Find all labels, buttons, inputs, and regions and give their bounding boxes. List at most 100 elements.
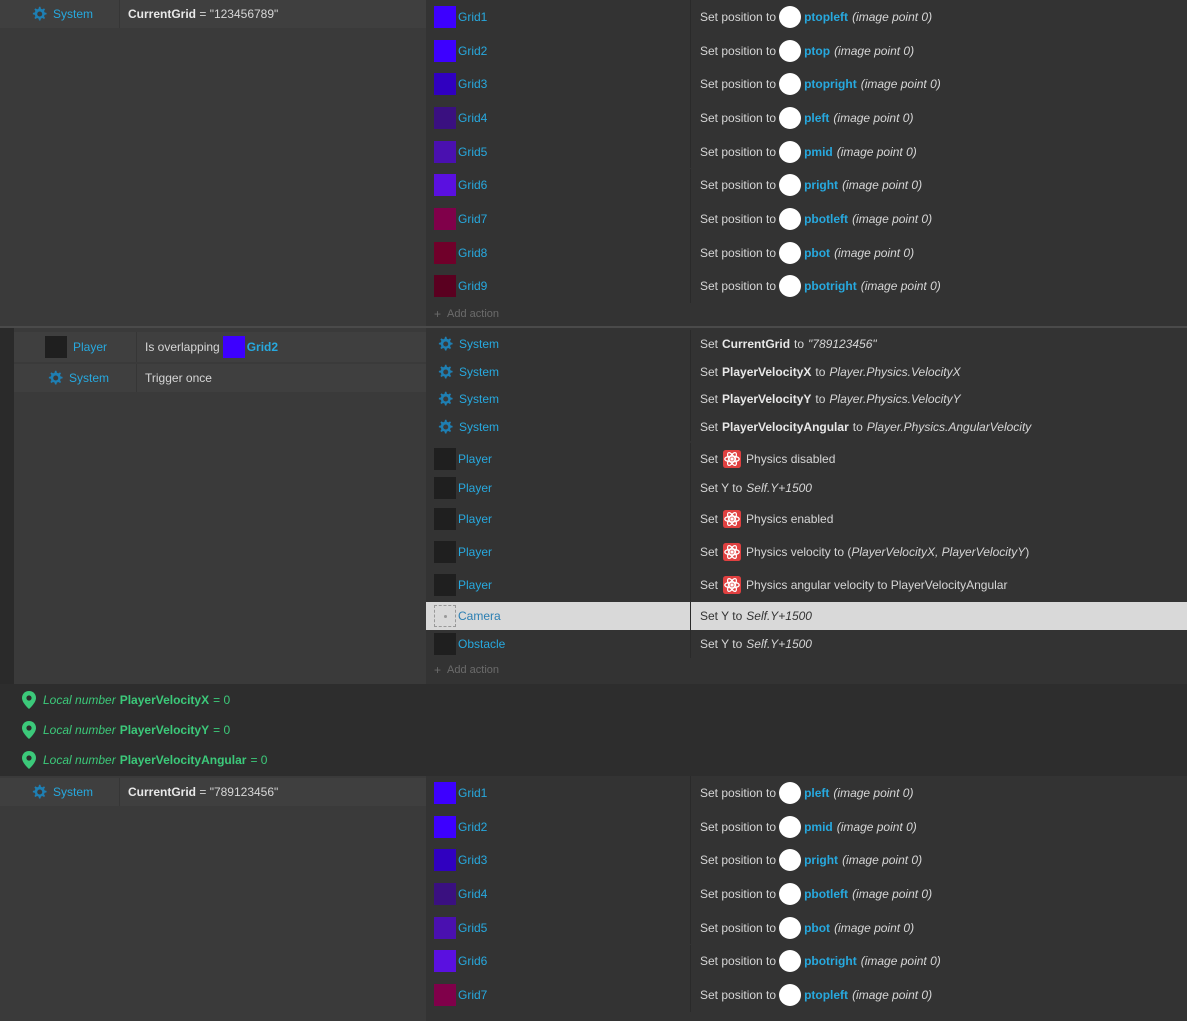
action-text: Set Physics angular velocity to PlayerVel… <box>700 578 1008 592</box>
grid-sprite-icon <box>434 140 456 163</box>
point-sprite-icon <box>779 916 802 939</box>
action-row[interactable]: Grid1 Set position to pleft (image point 0) <box>426 776 1187 810</box>
grid-sprite-icon <box>434 950 456 973</box>
action-text: Set Y to Self.Y+1500 <box>700 481 812 495</box>
point-sprite-icon <box>779 208 802 231</box>
conditions-area[interactable]: System CurrentGrid = "123456789" <box>0 0 426 328</box>
object-name: Camera <box>458 609 501 623</box>
action-row[interactable]: Grid6 Set position to pbotright (image poin… <box>426 944 1187 979</box>
condition-row[interactable]: System CurrentGrid = "123456789" <box>0 0 426 28</box>
object-name: Grid3 <box>458 77 488 92</box>
object-name: Player <box>458 578 493 592</box>
point-sprite-icon <box>779 781 802 804</box>
sprite-icon <box>434 508 456 530</box>
action-object: Player <box>434 569 492 601</box>
gear-icon <box>436 363 454 381</box>
event-block-1[interactable]: System CurrentGrid = "123456789" Grid1 Se… <box>0 0 1187 328</box>
action-object: Player <box>434 503 492 535</box>
action-row[interactable]: Grid3 Set position to ptopright (image poin… <box>426 67 1187 102</box>
action-text: Set position to pbotright (image point 0) <box>700 270 941 304</box>
sprite-icon <box>434 448 456 470</box>
grid-sprite-icon <box>434 916 456 939</box>
action-row[interactable]: Camera Set Y to Self.Y+1500 <box>426 602 1187 630</box>
action-row[interactable]: Grid2 Set position to ptop (image point 0) <box>426 33 1187 68</box>
action-object: Grid4 <box>434 877 487 911</box>
action-object: Grid7 <box>434 978 487 1012</box>
action-row[interactable]: System Set PlayerVelocityY to Player.Physics… <box>426 385 1187 413</box>
action-row[interactable]: Grid2 Set position to pmid (image point 0) <box>426 809 1187 844</box>
action-row[interactable]: Grid1 Set position to ptopleft (image point… <box>426 0 1187 34</box>
grid-sprite-icon <box>434 39 456 62</box>
action-text: Set Y to Self.Y+1500 <box>700 609 812 623</box>
action-row[interactable]: Player Set Y to Self.Y+1500 <box>426 473 1187 503</box>
action-row[interactable]: Grid5 Set position to pmid (image point 0) <box>426 134 1187 169</box>
action-object: System <box>436 358 499 385</box>
action-row[interactable]: Player Set Physics disabled <box>426 443 1187 475</box>
action-row[interactable]: System Set PlayerVelocityAngular to Player.P… <box>426 413 1187 441</box>
condition-row[interactable]: System CurrentGrid = "789123456" <box>0 778 426 806</box>
condition-row[interactable]: System Trigger once <box>14 364 426 392</box>
action-row[interactable]: Grid9 Set position to pbotright (image poin… <box>426 269 1187 304</box>
action-text: Set position to pright (image point 0) <box>700 843 922 877</box>
action-object: Grid5 <box>434 911 487 945</box>
action-row[interactable]: Grid4 Set position to pleft (image point 0) <box>426 101 1187 135</box>
action-row[interactable]: Grid3 Set position to pright (image point 0… <box>426 843 1187 878</box>
action-object: Grid6 <box>434 169 487 203</box>
action-row[interactable]: Player Set Physics velocity to (PlayerVelo… <box>426 535 1187 569</box>
action-text: Set CurrentGrid to "789123456" <box>700 337 877 351</box>
condition-text: CurrentGrid = "789123456" <box>128 785 279 799</box>
physics-behavior-icon <box>723 543 741 561</box>
conditions-area[interactable]: System CurrentGrid = "789123456" <box>0 776 426 1021</box>
actions-area[interactable]: Grid1 Set position to pleft (image point 0)… <box>426 776 1187 1021</box>
action-row[interactable]: Player Set Physics enabled <box>426 503 1187 535</box>
local-variable-row[interactable]: Local number PlayerVelocityAngular = 0 <box>0 745 1187 775</box>
action-row[interactable]: System Set PlayerVelocityX to Player.Physics… <box>426 358 1187 385</box>
actions-area[interactable]: System Set CurrentGrid to "789123456" System S… <box>426 328 1187 684</box>
physics-behavior-icon <box>723 450 741 468</box>
grid2-sprite-icon <box>222 336 245 358</box>
action-text: Set position to ptop (image point 0) <box>700 34 914 68</box>
add-action-button[interactable]: + Add action <box>434 307 499 321</box>
action-row[interactable]: Grid5 Set position to pbot (image point 0) <box>426 910 1187 945</box>
action-row[interactable]: Grid7 Set position to ptopleft (image point… <box>426 978 1187 1012</box>
object-name: Grid2 <box>458 819 488 834</box>
event-block-3[interactable]: System CurrentGrid = "789123456" Grid1 Se… <box>0 776 1187 1021</box>
local-variable-row[interactable]: Local number PlayerVelocityX = 0 <box>0 685 1187 715</box>
object-name: System <box>459 337 500 351</box>
action-text: Set Physics disabled <box>700 450 836 468</box>
action-row[interactable]: Grid4 Set position to pbotleft (image point… <box>426 877 1187 911</box>
event-block-2[interactable]: Player Is overlapping Grid2 System Trigg… <box>0 328 1187 684</box>
point-sprite-icon <box>779 815 802 838</box>
object-name: Grid6 <box>458 954 488 969</box>
action-object: Grid3 <box>434 843 487 877</box>
action-object: System <box>436 330 499 358</box>
conditions-area[interactable]: Player Is overlapping Grid2 System Trigg… <box>14 328 426 684</box>
action-text: Set position to pbot (image point 0) <box>700 236 914 270</box>
action-row[interactable]: Obstacle Set Y to Self.Y+1500 <box>426 630 1187 658</box>
action-text: Set PlayerVelocityY to Player.Physics.Veloc… <box>700 392 961 406</box>
object-name: Grid3 <box>458 853 488 868</box>
action-text: Set Y to Self.Y+1500 <box>700 637 812 651</box>
add-action-button[interactable]: + Add action <box>434 663 499 677</box>
action-row[interactable]: Grid6 Set position to pright (image point 0… <box>426 168 1187 203</box>
physics-behavior-icon <box>723 510 741 528</box>
action-row[interactable]: Grid7 Set position to pbotleft (image point… <box>426 202 1187 236</box>
sprite-icon <box>434 633 456 655</box>
action-row[interactable]: Player Set Physics angular velocity to Pla… <box>426 569 1187 601</box>
action-text: Set position to pmid (image point 0) <box>700 810 917 844</box>
gear-icon <box>436 418 454 436</box>
action-row[interactable]: System Set CurrentGrid to "789123456" <box>426 330 1187 358</box>
action-object: Player <box>434 535 492 569</box>
condition-text: Is overlapping Grid2 <box>145 332 278 362</box>
condition-text: Trigger once <box>145 371 212 385</box>
object-name: System <box>459 420 500 434</box>
grid-sprite-icon <box>434 275 456 298</box>
action-row[interactable]: Grid8 Set position to pbot (image point 0) <box>426 235 1187 270</box>
local-variable-row[interactable]: Local number PlayerVelocityY = 0 <box>0 715 1187 745</box>
action-text: Set position to ptopleft (image point 0) <box>700 0 932 34</box>
condition-row[interactable]: Player Is overlapping Grid2 <box>14 332 426 362</box>
object-name: Obstacle <box>458 637 506 651</box>
actions-area[interactable]: Grid1 Set position to ptopleft (image point… <box>426 0 1187 328</box>
grid-sprite-icon <box>434 815 456 838</box>
point-sprite-icon <box>779 140 802 163</box>
